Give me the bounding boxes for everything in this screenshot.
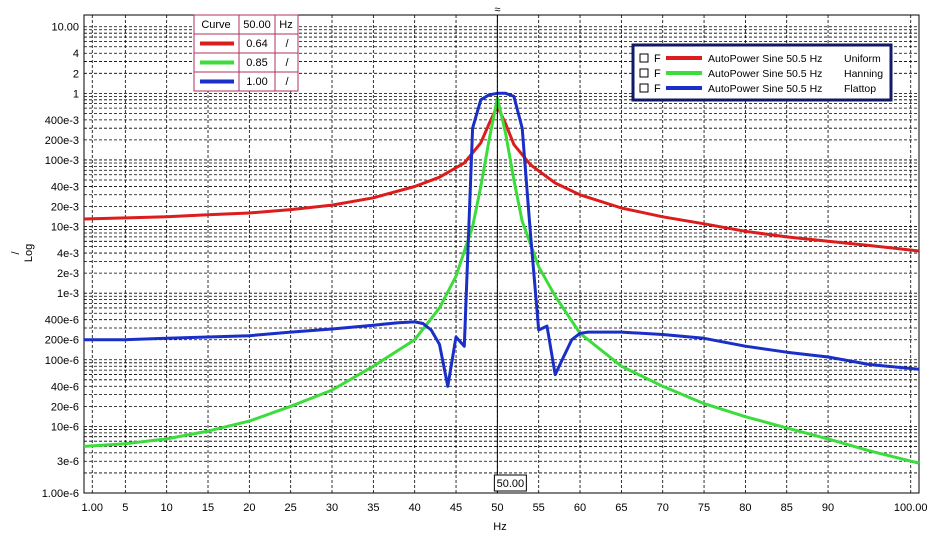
cursor-value-table[interactable]: Curve 50.00 Hz 0.64 0.85 1.00 / / /: [193, 14, 299, 92]
y-tick-label: 100e-3: [45, 155, 79, 167]
legend-label-uniform: AutoPower Sine 50.5 Hz: [708, 53, 822, 65]
x-tick-label: 80: [739, 502, 751, 514]
cursor-table-unit-uniform: /: [285, 38, 289, 50]
x-tick-label: 1.00: [82, 502, 103, 514]
y-tick-label: 1.00e-6: [42, 488, 79, 500]
y-tick-label: 2e-3: [57, 268, 79, 280]
x-tick-label: 90: [822, 502, 834, 514]
legend-window-hanning: Hanning: [844, 68, 883, 80]
x-tick-label: 100.00: [894, 502, 928, 514]
cursor-group[interactable]: ≈ 50.00: [493, 4, 527, 493]
y-tick-label: 10e-3: [51, 222, 79, 234]
legend-checkbox-flattop[interactable]: [639, 83, 649, 93]
cursor-label: 50.00: [497, 478, 525, 490]
y-tick-label: 40e-6: [51, 381, 79, 393]
y-tick-label: 2: [73, 68, 79, 80]
x-tick-label: 20: [243, 502, 255, 514]
legend-entry-flattop[interactable]: F AutoPower Sine 50.5 Hz Flattop: [639, 83, 876, 95]
y-tick-label: 100e-6: [45, 355, 79, 367]
legend-entry-uniform[interactable]: F AutoPower Sine 50.5 Hz Uniform: [639, 53, 881, 65]
x-tick-label: 85: [781, 502, 793, 514]
x-tick-label: 70: [657, 502, 669, 514]
x-tick-label: 60: [574, 502, 586, 514]
cursor-table-header-unit: Hz: [279, 19, 292, 31]
x-axis-label: Hz: [493, 521, 506, 533]
x-tick-label: 10: [161, 502, 173, 514]
cursor-table-header-value: 50.00: [243, 19, 271, 31]
legend-checkbox-uniform[interactable]: [639, 53, 649, 63]
x-tick-label: 15: [202, 502, 214, 514]
y-tick-label: 400e-6: [45, 315, 79, 327]
legend-entry-hanning[interactable]: F AutoPower Sine 50.5 Hz Hanning: [639, 68, 883, 80]
y-axis-scale-label: Log: [23, 244, 35, 262]
x-tick-label: 75: [698, 502, 710, 514]
y-tick-label: 10e-6: [51, 421, 79, 433]
y-tick-label: 1: [73, 88, 79, 100]
y-tick-label: 200e-6: [45, 335, 79, 347]
cursor-table-header-curve: Curve: [201, 19, 230, 31]
y-tick-label: 3e-6: [57, 456, 79, 468]
x-tick-label: 25: [285, 502, 297, 514]
y-axis-unit: /: [10, 251, 22, 255]
x-tick-label: 50: [491, 502, 503, 514]
legend-window-uniform: Uniform: [844, 53, 881, 65]
x-tick-label: 55: [533, 502, 545, 514]
y-tick-label: 20e-6: [51, 401, 79, 413]
y-tick-labels: 10.00 4 2 1 400e-3 200e-3 100e-3 40e-3 20e-3 10e-…: [42, 22, 79, 500]
x-tick-label: 40: [409, 502, 421, 514]
y-tick-label: 20e-3: [51, 202, 79, 214]
cursor-top-marker[interactable]: ≈: [494, 4, 500, 16]
y-tick-label: 10.00: [51, 22, 79, 34]
y-tick-label: 400e-3: [45, 115, 79, 127]
legend[interactable]: F AutoPower Sine 50.5 Hz Uniform F AutoP…: [631, 43, 893, 102]
cursor-table-unit-flattop: /: [285, 76, 289, 88]
legend-flag-flattop: F: [654, 83, 661, 95]
x-tick-label: 35: [367, 502, 379, 514]
y-tick-label: 4: [73, 48, 79, 60]
cursor-table-value-flattop: 1.00: [246, 76, 267, 88]
cursor-table-unit-hanning: /: [285, 57, 289, 69]
x-tick-label: 45: [450, 502, 462, 514]
x-tick-labels: 1.00 5 10 15 20 25 30 35 40 45 50 55 60 65 70 75 80 85 90 1…: [82, 502, 928, 514]
y-tick-label: 4e-3: [57, 248, 79, 260]
legend-flag-hanning: F: [654, 68, 661, 80]
legend-flag-uniform: F: [654, 53, 661, 65]
cursor-table-value-hanning: 0.85: [246, 57, 267, 69]
legend-label-hanning: AutoPower Sine 50.5 Hz: [708, 68, 822, 80]
y-tick-label: 40e-3: [51, 181, 79, 193]
cursor-label-box[interactable]: [493, 474, 527, 492]
legend-checkbox-hanning[interactable]: [639, 68, 649, 78]
legend-label-flattop: AutoPower Sine 50.5 Hz: [708, 83, 822, 95]
y-tick-label: 1e-3: [57, 288, 79, 300]
cursor-table-value-uniform: 0.64: [246, 38, 267, 50]
x-tick-label: 30: [326, 502, 338, 514]
y-tick-label: 200e-3: [45, 135, 79, 147]
legend-window-flattop: Flattop: [844, 83, 876, 95]
x-tick-label: 5: [122, 502, 128, 514]
x-tick-label: 65: [615, 502, 627, 514]
